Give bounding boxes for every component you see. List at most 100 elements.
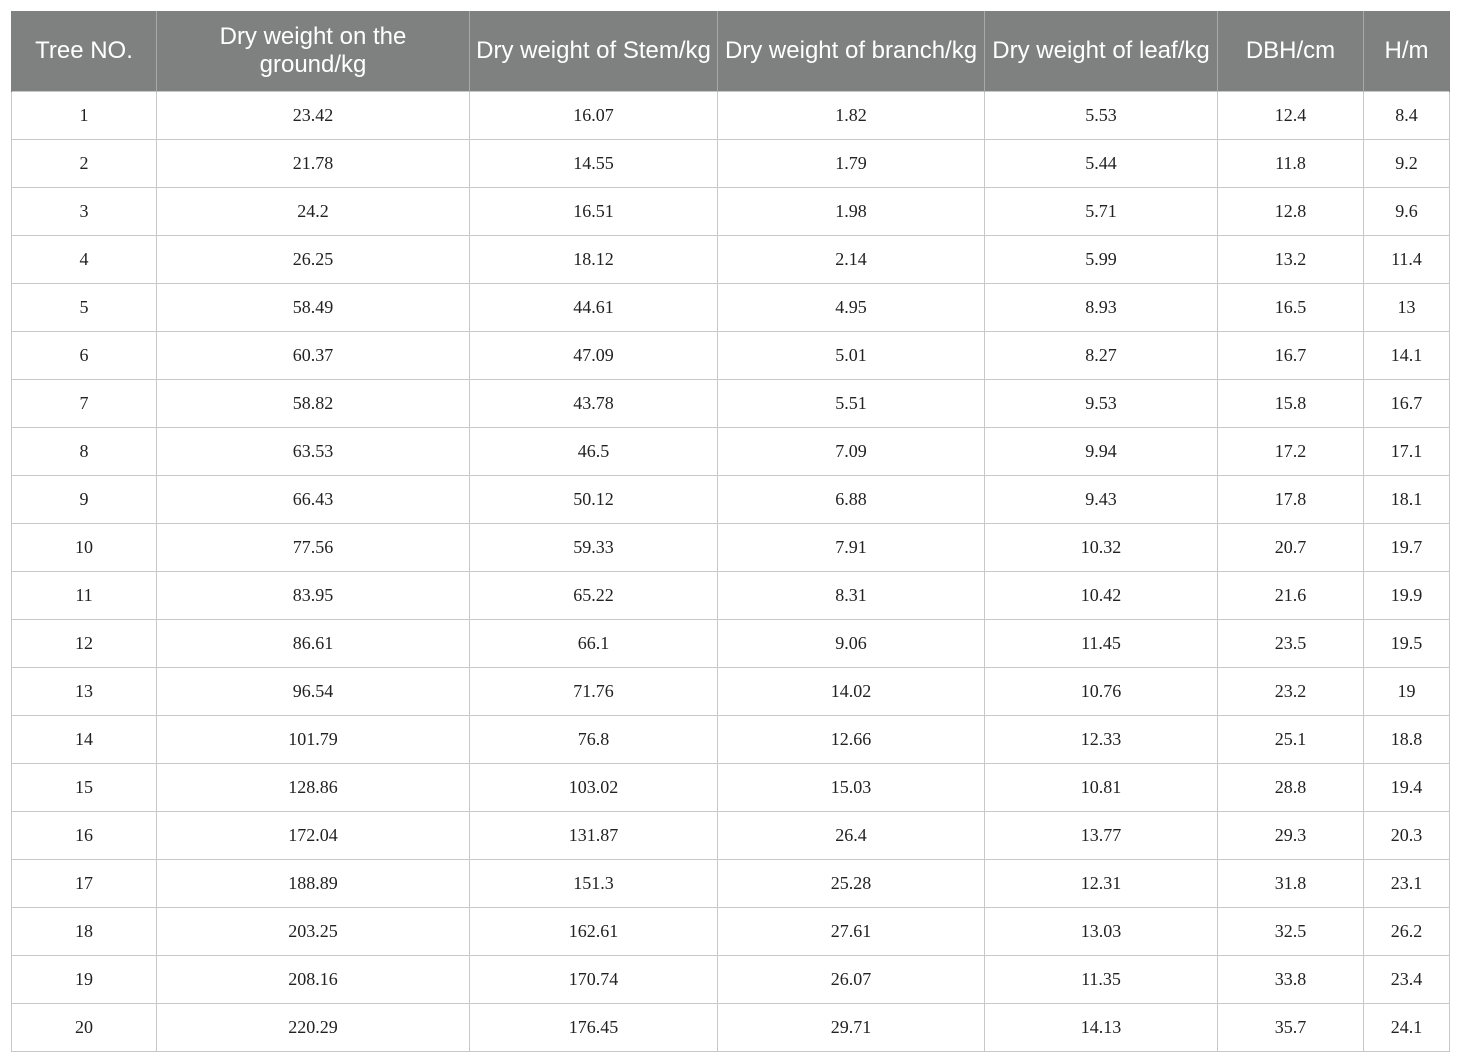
cell-dry-weight-ground: 66.43 bbox=[156, 474, 470, 524]
cell-dry-weight-leaf: 5.44 bbox=[984, 138, 1218, 188]
cell-dry-weight-ground: 26.25 bbox=[156, 234, 470, 284]
cell-dry-weight-stem: 59.33 bbox=[469, 522, 718, 572]
cell-dry-weight-stem: 16.51 bbox=[469, 186, 718, 236]
cell-dbh: 33.8 bbox=[1217, 954, 1364, 1004]
cell-dry-weight-stem: 50.12 bbox=[469, 474, 718, 524]
cell-dry-weight-leaf: 10.81 bbox=[984, 762, 1218, 812]
cell-height: 16.7 bbox=[1363, 378, 1450, 428]
cell-dry-weight-leaf: 13.03 bbox=[984, 906, 1218, 956]
cell-dry-weight-leaf: 10.76 bbox=[984, 666, 1218, 716]
cell-dry-weight-branch: 4.95 bbox=[717, 282, 985, 332]
header-dry-weight-stem: Dry weight of Stem/kg bbox=[469, 11, 718, 91]
cell-dry-weight-stem: 65.22 bbox=[469, 570, 718, 620]
cell-tree-no: 5 bbox=[11, 282, 157, 332]
cell-dry-weight-branch: 5.51 bbox=[717, 378, 985, 428]
cell-dry-weight-ground: 58.49 bbox=[156, 282, 470, 332]
tree-biomass-table: Tree NO. Dry weight on the ground/kg Dry… bbox=[11, 11, 1450, 1052]
cell-tree-no: 3 bbox=[11, 186, 157, 236]
cell-dry-weight-ground: 23.42 bbox=[156, 90, 470, 140]
cell-dry-weight-branch: 14.02 bbox=[717, 666, 985, 716]
data-table-container: Tree NO. Dry weight on the ground/kg Dry… bbox=[11, 11, 1450, 1052]
cell-dry-weight-ground: 60.37 bbox=[156, 330, 470, 380]
cell-dry-weight-ground: 208.16 bbox=[156, 954, 470, 1004]
cell-tree-no: 9 bbox=[11, 474, 157, 524]
cell-tree-no: 10 bbox=[11, 522, 157, 572]
table-row: 11 83.95 65.22 8.31 10.42 21.6 19.9 bbox=[11, 570, 1450, 620]
cell-dry-weight-stem: 76.8 bbox=[469, 714, 718, 764]
cell-tree-no: 19 bbox=[11, 954, 157, 1004]
cell-height: 17.1 bbox=[1363, 426, 1450, 476]
cell-dry-weight-stem: 47.09 bbox=[469, 330, 718, 380]
cell-dbh: 12.8 bbox=[1217, 186, 1364, 236]
cell-dry-weight-stem: 43.78 bbox=[469, 378, 718, 428]
cell-height: 19.4 bbox=[1363, 762, 1450, 812]
cell-tree-no: 15 bbox=[11, 762, 157, 812]
table-header: Tree NO. Dry weight on the ground/kg Dry… bbox=[11, 11, 1450, 91]
cell-dry-weight-stem: 131.87 bbox=[469, 810, 718, 860]
cell-dry-weight-branch: 26.4 bbox=[717, 810, 985, 860]
cell-dry-weight-leaf: 9.53 bbox=[984, 378, 1218, 428]
table-body: 1 23.42 16.07 1.82 5.53 12.4 8.4 2 21.78 14.55 1.7… bbox=[11, 90, 1450, 1052]
cell-dry-weight-branch: 2.14 bbox=[717, 234, 985, 284]
cell-dry-weight-stem: 16.07 bbox=[469, 90, 718, 140]
cell-dry-weight-ground: 172.04 bbox=[156, 810, 470, 860]
header-dry-weight-ground: Dry weight on the ground/kg bbox=[156, 11, 470, 91]
cell-height: 23.1 bbox=[1363, 858, 1450, 908]
table-row: 1 23.42 16.07 1.82 5.53 12.4 8.4 bbox=[11, 90, 1450, 140]
cell-dry-weight-ground: 21.78 bbox=[156, 138, 470, 188]
cell-dry-weight-stem: 103.02 bbox=[469, 762, 718, 812]
cell-height: 14.1 bbox=[1363, 330, 1450, 380]
cell-tree-no: 8 bbox=[11, 426, 157, 476]
cell-dry-weight-leaf: 8.27 bbox=[984, 330, 1218, 380]
table-row: 20 220.29 176.45 29.71 14.13 35.7 24.1 bbox=[11, 1002, 1450, 1052]
cell-dbh: 23.5 bbox=[1217, 618, 1364, 668]
cell-dry-weight-stem: 71.76 bbox=[469, 666, 718, 716]
cell-height: 24.1 bbox=[1363, 1002, 1450, 1052]
cell-dry-weight-leaf: 10.32 bbox=[984, 522, 1218, 572]
cell-dbh: 17.8 bbox=[1217, 474, 1364, 524]
cell-height: 19.7 bbox=[1363, 522, 1450, 572]
cell-dbh: 20.7 bbox=[1217, 522, 1364, 572]
cell-dry-weight-ground: 203.25 bbox=[156, 906, 470, 956]
cell-dry-weight-leaf: 5.71 bbox=[984, 186, 1218, 236]
table-row: 15 128.86 103.02 15.03 10.81 28.8 19.4 bbox=[11, 762, 1450, 812]
table-row: 8 63.53 46.5 7.09 9.94 17.2 17.1 bbox=[11, 426, 1450, 476]
cell-dry-weight-stem: 151.3 bbox=[469, 858, 718, 908]
header-height: H/m bbox=[1363, 11, 1450, 91]
table-row: 16 172.04 131.87 26.4 13.77 29.3 20.3 bbox=[11, 810, 1450, 860]
cell-dbh: 31.8 bbox=[1217, 858, 1364, 908]
cell-dbh: 28.8 bbox=[1217, 762, 1364, 812]
cell-dbh: 11.8 bbox=[1217, 138, 1364, 188]
table-row: 2 21.78 14.55 1.79 5.44 11.8 9.2 bbox=[11, 138, 1450, 188]
cell-dry-weight-stem: 46.5 bbox=[469, 426, 718, 476]
cell-height: 18.1 bbox=[1363, 474, 1450, 524]
cell-dry-weight-branch: 9.06 bbox=[717, 618, 985, 668]
cell-tree-no: 11 bbox=[11, 570, 157, 620]
cell-dry-weight-branch: 7.91 bbox=[717, 522, 985, 572]
cell-height: 18.8 bbox=[1363, 714, 1450, 764]
cell-dbh: 35.7 bbox=[1217, 1002, 1364, 1052]
cell-dry-weight-branch: 27.61 bbox=[717, 906, 985, 956]
cell-dbh: 13.2 bbox=[1217, 234, 1364, 284]
cell-dry-weight-branch: 12.66 bbox=[717, 714, 985, 764]
cell-dry-weight-ground: 220.29 bbox=[156, 1002, 470, 1052]
cell-dry-weight-leaf: 11.35 bbox=[984, 954, 1218, 1004]
cell-dry-weight-branch: 1.82 bbox=[717, 90, 985, 140]
cell-dry-weight-leaf: 5.99 bbox=[984, 234, 1218, 284]
cell-tree-no: 16 bbox=[11, 810, 157, 860]
cell-dbh: 15.8 bbox=[1217, 378, 1364, 428]
cell-dbh: 32.5 bbox=[1217, 906, 1364, 956]
cell-dbh: 17.2 bbox=[1217, 426, 1364, 476]
cell-dry-weight-leaf: 5.53 bbox=[984, 90, 1218, 140]
cell-dry-weight-leaf: 8.93 bbox=[984, 282, 1218, 332]
cell-dry-weight-ground: 77.56 bbox=[156, 522, 470, 572]
cell-dry-weight-ground: 101.79 bbox=[156, 714, 470, 764]
cell-dry-weight-ground: 86.61 bbox=[156, 618, 470, 668]
cell-dry-weight-branch: 25.28 bbox=[717, 858, 985, 908]
cell-tree-no: 17 bbox=[11, 858, 157, 908]
cell-height: 19.9 bbox=[1363, 570, 1450, 620]
cell-tree-no: 14 bbox=[11, 714, 157, 764]
cell-dry-weight-leaf: 9.43 bbox=[984, 474, 1218, 524]
cell-height: 19 bbox=[1363, 666, 1450, 716]
cell-dbh: 16.7 bbox=[1217, 330, 1364, 380]
